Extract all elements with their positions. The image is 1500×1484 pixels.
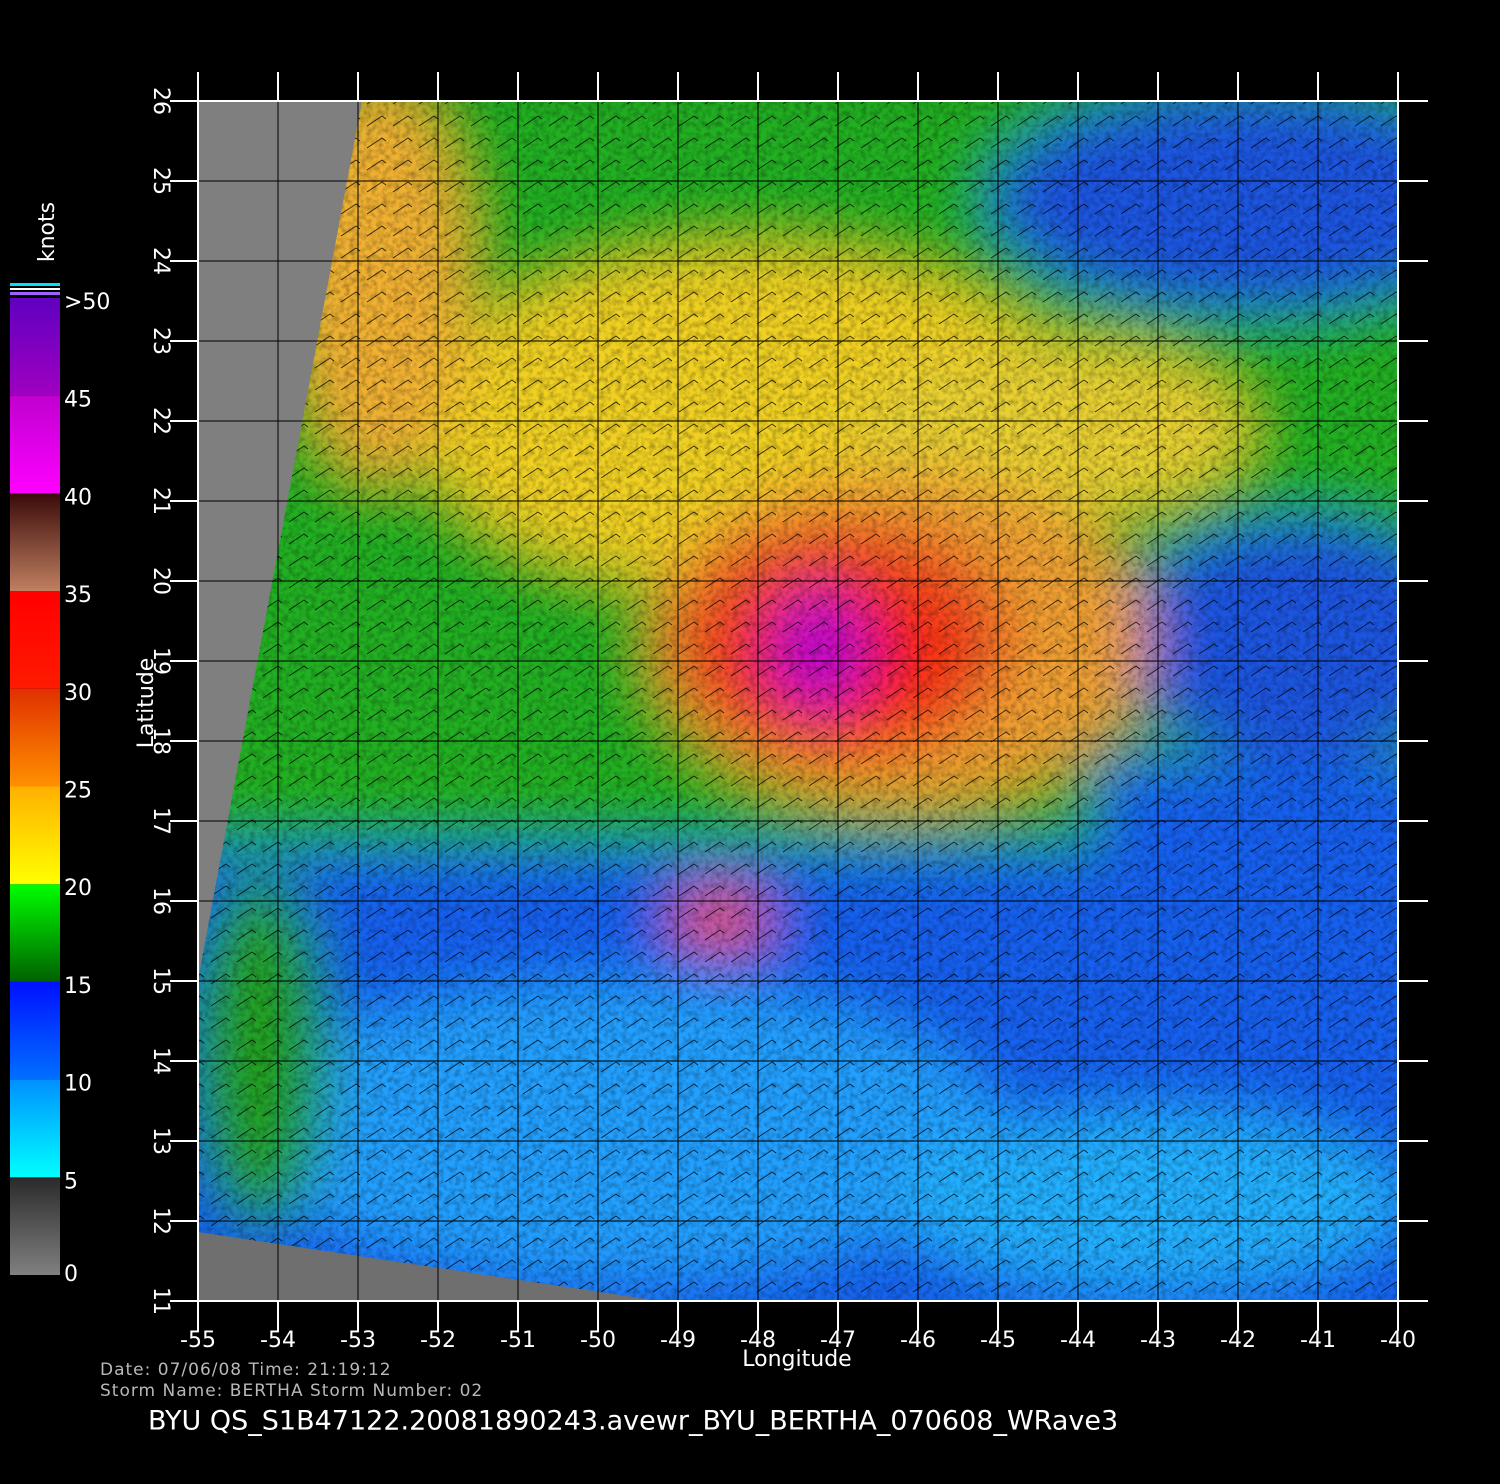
colorbar-label: 25 (64, 779, 92, 804)
wind-field (198, 101, 1398, 1301)
footer-storm: Storm Name: BERTHA Storm Number: 02 (100, 1381, 483, 1401)
colorbar-segment (10, 1177, 60, 1275)
y-tick-label: 23 (148, 327, 173, 355)
colorbar-label: >50 (64, 290, 110, 315)
y-tick-label: 12 (148, 1207, 173, 1235)
colorbar-label: 15 (64, 974, 92, 999)
colorbar-segment (10, 395, 60, 494)
y-tick-label: 11 (148, 1287, 173, 1315)
x-tick-label: -48 (740, 1328, 776, 1353)
x-tick-label: -53 (340, 1328, 376, 1353)
y-tick-label: 22 (148, 407, 173, 435)
colorbar-segment (10, 591, 60, 689)
colorbar-segment (10, 688, 60, 787)
map-frame (197, 100, 1399, 1302)
x-tick-label: -41 (1300, 1328, 1336, 1353)
colorbar-segment (10, 786, 60, 885)
colorbar-segment (10, 298, 60, 396)
colorbar-label: 45 (64, 388, 92, 413)
y-axis-label: Latitude (134, 658, 159, 749)
colorbar-segment (10, 493, 60, 592)
colorbar-segment (10, 981, 60, 1080)
y-tick-label: 17 (148, 807, 173, 835)
footer-date: Date: 07/06/08 Time: 21:19:12 (100, 1360, 392, 1380)
colorbar-label: 40 (64, 485, 92, 510)
colorbar-label: 20 (64, 876, 92, 901)
x-tick-label: -49 (660, 1328, 696, 1353)
colorbar-cap (10, 292, 60, 295)
y-tick-label: 20 (148, 567, 173, 595)
y-tick-label: 13 (148, 1127, 173, 1155)
x-tick-label: -46 (900, 1328, 936, 1353)
colorbar-label: 5 (64, 1169, 78, 1194)
x-tick-label: -42 (1220, 1328, 1256, 1353)
y-tick-label: 15 (148, 967, 173, 995)
x-tick-label: -50 (580, 1328, 616, 1353)
y-tick-label: 25 (148, 167, 173, 195)
colorbar-label: 0 (64, 1262, 78, 1287)
x-axis-label: Longitude (742, 1347, 851, 1372)
colorbar-label: 30 (64, 681, 92, 706)
y-tick-label: 16 (148, 887, 173, 915)
y-tick-label: 19 (148, 647, 173, 675)
x-tick-label: -52 (420, 1328, 456, 1353)
y-tick-label: 21 (148, 487, 173, 515)
colorbar-label: 35 (64, 583, 92, 608)
x-tick-label: -51 (500, 1328, 536, 1353)
x-tick-label: -43 (1140, 1328, 1176, 1353)
x-tick-label: -55 (180, 1328, 216, 1353)
colorbar-segment (10, 884, 60, 982)
x-tick-label: -40 (1380, 1328, 1416, 1353)
y-tick-label: 26 (148, 87, 173, 115)
x-tick-label: -54 (260, 1328, 296, 1353)
colorbar-label: 10 (64, 1072, 92, 1097)
colorbar-unit: knots (35, 202, 60, 262)
colorbar-segment (10, 1079, 60, 1178)
y-tick-label: 24 (148, 247, 173, 275)
x-tick-label: -45 (980, 1328, 1016, 1353)
y-tick-label: 18 (148, 727, 173, 755)
footer-title: BYU QS_S1B47122.20081890243.avewr_BYU_BE… (148, 1406, 1118, 1437)
colorbar-cap (10, 288, 60, 290)
y-tick-label: 14 (148, 1047, 173, 1075)
x-tick-label: -44 (1060, 1328, 1096, 1353)
colorbar-cap (10, 283, 60, 286)
x-tick-label: -47 (820, 1328, 856, 1353)
